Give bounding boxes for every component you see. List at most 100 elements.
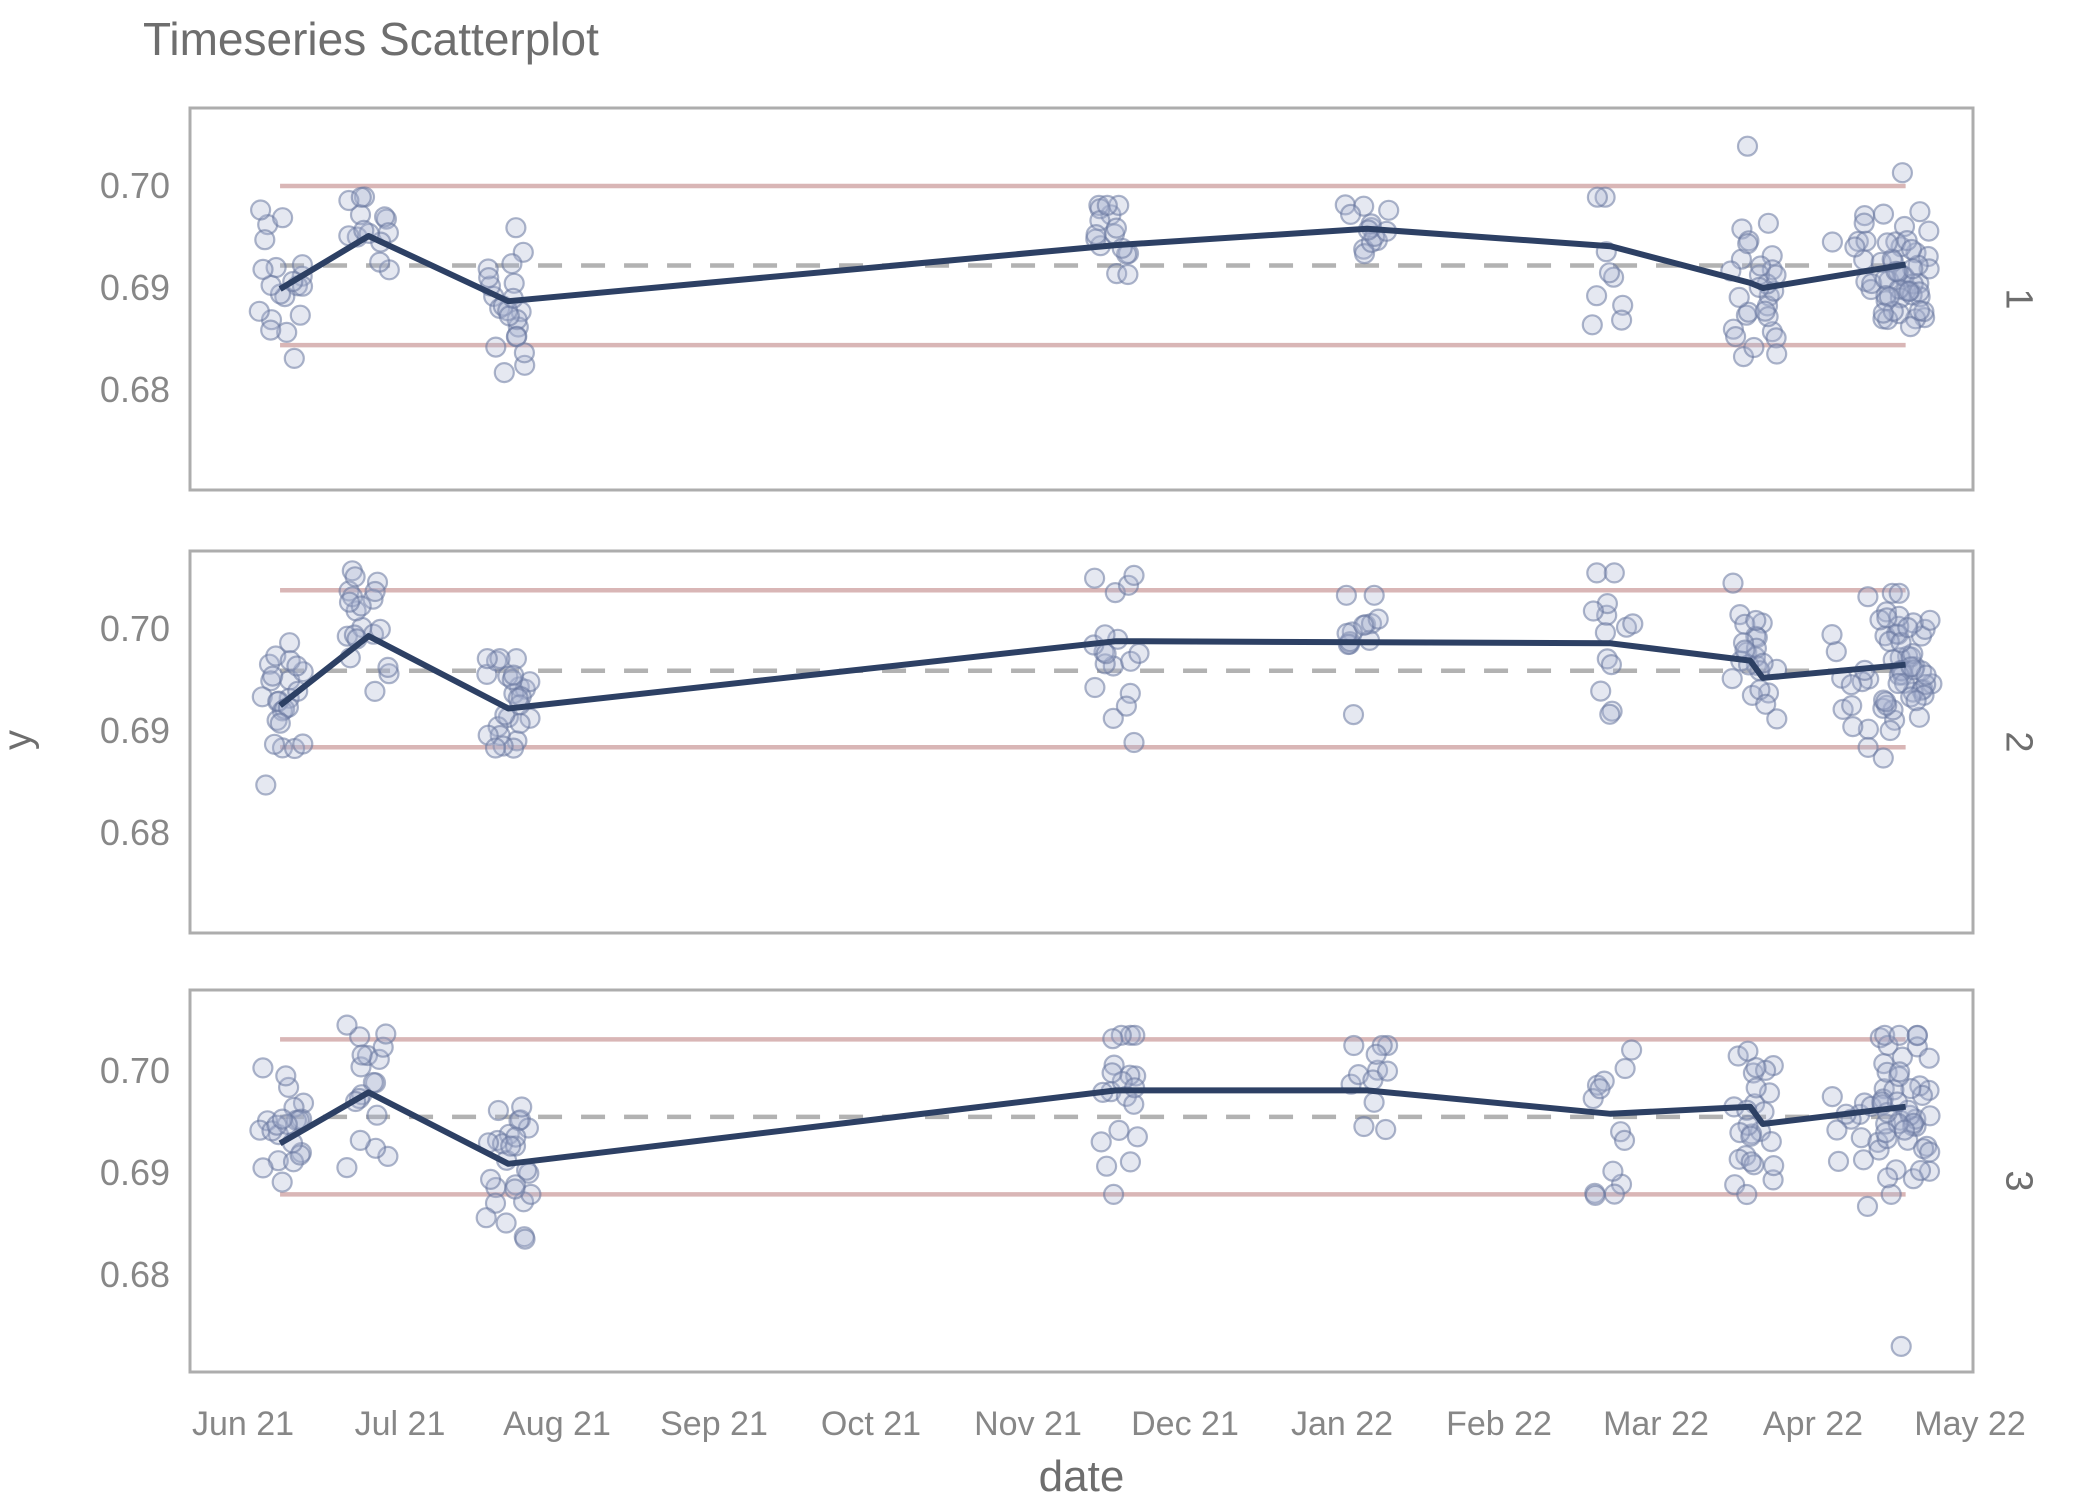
data-point (366, 1104, 388, 1126)
data-point (1123, 564, 1145, 587)
y-tick-label: 0.68 (99, 1254, 170, 1296)
data-point (1586, 186, 1609, 208)
data-point (1594, 621, 1617, 644)
data-point (279, 632, 301, 654)
data-point (1622, 613, 1644, 635)
data-point (1821, 231, 1844, 253)
panel-border (188, 106, 1975, 492)
data-point (1095, 1155, 1118, 1177)
data-point (1766, 708, 1788, 730)
x-tick-label: Sep 21 (660, 1405, 768, 1443)
data-point (248, 300, 270, 322)
panel-border (188, 988, 1975, 1374)
data-point (362, 588, 384, 610)
data-point (1084, 676, 1106, 699)
data-point (1757, 212, 1780, 234)
y-tick-label: 0.68 (99, 369, 170, 411)
data-point (271, 1108, 293, 1130)
data-point (254, 229, 276, 251)
data-point (1737, 301, 1760, 323)
data-point (1906, 1024, 1929, 1046)
data-point (1126, 1126, 1149, 1148)
data-point (266, 709, 288, 732)
data-point (336, 1156, 358, 1179)
data-point (1909, 1159, 1932, 1182)
data-point (1363, 1091, 1385, 1113)
data-point (1737, 1040, 1759, 1062)
data-point (1083, 567, 1106, 589)
data-point (1610, 309, 1633, 331)
data-point (1363, 584, 1385, 606)
data-point (1614, 1057, 1636, 1080)
data-point (1844, 236, 1866, 258)
data-point (1872, 747, 1894, 769)
data-point (1102, 1028, 1124, 1050)
data-point (283, 347, 305, 369)
data-point (350, 595, 372, 617)
data-point (1085, 224, 1107, 246)
data-point (350, 186, 372, 208)
data-point (1888, 1024, 1910, 1046)
data-point (1115, 695, 1138, 717)
data-point (1745, 609, 1767, 632)
data-point (1721, 667, 1743, 690)
data-point (1101, 1062, 1123, 1084)
data-point (338, 189, 360, 212)
data-point (1755, 693, 1777, 715)
data-point (251, 686, 273, 708)
data-point (292, 733, 314, 755)
data-point (1594, 186, 1616, 208)
data-point (1900, 238, 1923, 261)
data-point (487, 1099, 509, 1122)
data-point (286, 655, 308, 677)
data-point (364, 680, 386, 703)
data-point (252, 1157, 274, 1179)
data-point (1881, 582, 1903, 604)
data-point (1119, 1151, 1142, 1173)
data-point (1378, 199, 1400, 221)
x-tick-label: Apr 22 (1762, 1405, 1864, 1443)
data-point (1874, 1024, 1896, 1046)
data-point (275, 1065, 297, 1087)
data-point (1749, 255, 1772, 277)
data-point (349, 1129, 371, 1152)
data-point (1732, 632, 1755, 654)
data-point (1103, 1054, 1125, 1076)
data-point (1102, 707, 1124, 730)
data-point (511, 1096, 533, 1118)
data-point (1826, 1119, 1848, 1141)
mean-line (278, 633, 1906, 712)
data-point (1736, 135, 1759, 157)
data-point (1090, 1131, 1112, 1153)
data-point (1842, 715, 1864, 738)
data-point (476, 647, 498, 670)
data-point (272, 207, 294, 229)
data-point (1339, 203, 1362, 225)
data-point (1765, 327, 1787, 349)
data-point (1872, 302, 1894, 324)
data-point (1095, 643, 1117, 665)
data-point (1589, 1078, 1611, 1100)
data-point (1876, 232, 1898, 254)
data-point (493, 362, 515, 384)
x-tick-label: Oct 21 (820, 1405, 922, 1443)
data-point (1343, 1034, 1365, 1057)
data-point (1727, 1045, 1749, 1067)
data-point (252, 258, 274, 280)
data-point (1117, 574, 1140, 596)
data-point (1743, 336, 1765, 359)
data-point (1903, 659, 1925, 681)
data-point (344, 566, 366, 588)
data-point (1105, 217, 1128, 239)
data-point (336, 1014, 358, 1036)
data-point (1108, 1119, 1130, 1142)
data-point (1841, 694, 1863, 717)
data-point (505, 217, 527, 239)
data-point (1919, 609, 1941, 631)
x-tick-label: Nov 21 (974, 1405, 1082, 1443)
data-point (374, 206, 396, 228)
data-point (351, 1044, 373, 1066)
x-tick-label: Jan 22 (1290, 1405, 1394, 1443)
data-point (1887, 672, 1909, 695)
data-point (1128, 642, 1150, 665)
